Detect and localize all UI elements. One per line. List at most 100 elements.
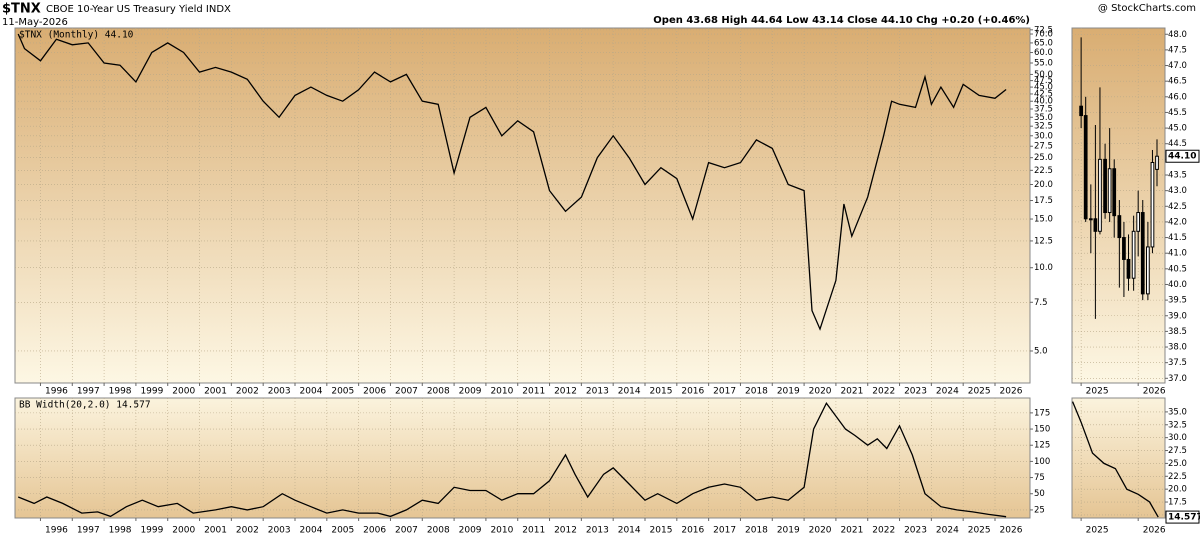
y-tick-label: 125	[1034, 441, 1050, 451]
y-tick-label: 37.0	[1168, 374, 1187, 384]
y-tick-label: 17.5	[1168, 498, 1187, 508]
y-tick-label: 42.5	[1034, 89, 1053, 99]
series-line	[17, 33, 1007, 331]
x-tick-label: 1998	[109, 387, 132, 397]
y-tick-label: 38.5	[1168, 327, 1187, 337]
x-tick-label: 2004	[300, 526, 323, 536]
y-tick-label: 15.0	[1034, 215, 1053, 225]
x-tick-label: 2012	[554, 387, 577, 397]
y-tick-label: 75	[1034, 473, 1045, 483]
x-tick-label: 2004	[300, 387, 323, 397]
y-tick-label: 45.0	[1168, 124, 1187, 134]
y-tick-label: 46.5	[1168, 77, 1187, 87]
x-tick-label: 2014	[618, 387, 641, 397]
y-tick-label: 42.0	[1168, 217, 1187, 227]
y-tick-label: 50.0	[1034, 70, 1053, 80]
source: @ StockCharts.com	[1098, 3, 1196, 14]
date: 11-May-2026	[2, 17, 68, 28]
x-tick-label: 2005	[331, 387, 354, 397]
x-tick-label: 2007	[395, 526, 418, 536]
x-tick-label: 2014	[618, 526, 641, 536]
x-tick-label: 2026	[1000, 387, 1023, 397]
y-tick-label: 47.5	[1168, 45, 1187, 55]
bb-panel	[14, 397, 1031, 519]
x-tick-label: 2000	[172, 526, 195, 536]
y-tick-label: 40.0	[1034, 97, 1053, 107]
x-tick-label: 2015	[650, 387, 673, 397]
x-tick-label: 1999	[140, 526, 163, 536]
x-tick-label: 2021	[840, 387, 863, 397]
x-tick-label: 2025	[1086, 526, 1109, 536]
x-tick-label: 2016	[681, 526, 704, 536]
x-tick-label: 2020	[809, 387, 832, 397]
zoom-bb-panel	[1071, 397, 1166, 519]
candle-body	[1131, 230, 1136, 279]
x-tick-label: 2026	[1143, 387, 1166, 397]
series-line	[1071, 401, 1159, 518]
x-tick-label: 1997	[77, 526, 100, 536]
y-tick-label: 47.0	[1168, 61, 1187, 71]
x-tick-label: 2002	[236, 526, 259, 536]
panel-legend: BB Width(20,2.0) 14.577	[19, 400, 151, 411]
y-tick-label: 37.5	[1168, 358, 1187, 368]
x-tick-label: 2012	[554, 526, 577, 536]
y-tick-label: 30.0	[1168, 433, 1187, 443]
x-tick-label: 2023	[904, 387, 927, 397]
x-tick-label: 1997	[77, 387, 100, 397]
candle-body	[1126, 258, 1131, 279]
y-tick-label: 22.5	[1168, 472, 1187, 482]
x-tick-label: 2017	[713, 526, 736, 536]
x-tick-label: 2021	[840, 526, 863, 536]
x-tick-label: 2022	[872, 387, 895, 397]
x-tick-label: 2015	[650, 526, 673, 536]
y-tick-label: 41.5	[1168, 233, 1187, 243]
quote: Open 43.68 High 44.64 Low 43.14 Close 44…	[653, 15, 1030, 26]
y-tick-label: 35.0	[1168, 407, 1187, 417]
candle-body	[1103, 158, 1107, 214]
y-tick-label: 35.0	[1034, 113, 1053, 123]
x-tick-label: 1999	[140, 387, 163, 397]
y-tick-label: 37.5	[1034, 104, 1053, 114]
y-tick-label: 39.5	[1168, 296, 1187, 306]
candle-body	[1140, 212, 1145, 295]
candle-body	[1112, 168, 1117, 217]
x-tick-label: 2001	[204, 526, 227, 536]
x-tick-label: 2025	[968, 387, 991, 397]
candle-body	[1117, 215, 1122, 239]
candle-body	[1098, 158, 1102, 232]
last-value-box	[1165, 149, 1200, 163]
panel-legend: $TNX (Monthly) 44.10	[19, 30, 134, 41]
y-tick-label: 47.5	[1034, 76, 1053, 86]
subtitle: CBOE 10-Year US Treasury Yield INDX	[46, 4, 231, 15]
y-tick-label: 12.5	[1034, 236, 1053, 246]
y-tick-label: 10.0	[1034, 263, 1053, 273]
candle-body	[1155, 155, 1159, 170]
y-tick-label: 45.0	[1034, 83, 1053, 93]
x-tick-label: 2026	[1000, 526, 1023, 536]
y-tick-label: 70.0	[1034, 30, 1053, 40]
series-line	[17, 401, 1007, 518]
x-tick-label: 2005	[331, 526, 354, 536]
x-tick-label: 1996	[45, 526, 68, 536]
x-tick-label: 2010	[490, 387, 513, 397]
last-value-label: 44.10	[1168, 152, 1196, 162]
x-tick-label: 2009	[459, 387, 482, 397]
x-tick-label: 2018	[745, 526, 768, 536]
y-tick-label: 150	[1034, 425, 1050, 435]
y-tick-label: 50	[1034, 489, 1045, 499]
candle-body	[1150, 161, 1155, 248]
x-tick-label: 2001	[204, 387, 227, 397]
x-tick-label: 2002	[236, 387, 259, 397]
last-value-label: 14.577	[1168, 513, 1200, 523]
x-tick-label: 2003	[268, 387, 291, 397]
x-tick-label: 2007	[395, 387, 418, 397]
y-tick-label: 20.0	[1034, 180, 1053, 190]
symbol: $TNX	[2, 2, 41, 17]
y-tick-label: 40.5	[1168, 264, 1187, 274]
y-tick-label: 20.0	[1168, 485, 1187, 495]
y-tick-label: 39.0	[1168, 311, 1187, 321]
x-tick-label: 2003	[268, 526, 291, 536]
x-tick-label: 2025	[968, 526, 991, 536]
y-tick-label: 72.5	[1034, 25, 1053, 35]
x-tick-label: 2006	[363, 526, 386, 536]
